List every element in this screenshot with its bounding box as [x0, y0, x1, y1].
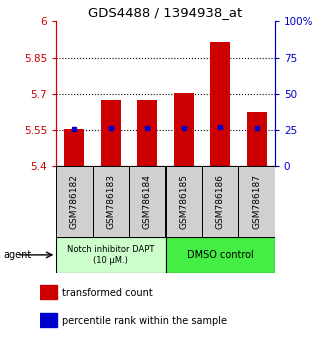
- Bar: [137, 100, 157, 166]
- Bar: [174, 93, 194, 166]
- Bar: [56, 166, 93, 237]
- Bar: [166, 166, 202, 237]
- Bar: [65, 129, 84, 166]
- Text: GSM786185: GSM786185: [179, 174, 188, 229]
- Bar: [202, 166, 238, 237]
- Bar: [238, 166, 275, 237]
- Bar: [40, 285, 57, 299]
- Bar: [93, 166, 129, 237]
- Bar: [129, 166, 166, 237]
- Bar: [101, 100, 121, 166]
- Text: transformed count: transformed count: [62, 288, 153, 298]
- Text: GSM786186: GSM786186: [215, 174, 225, 229]
- Text: Notch inhibitor DAPT
(10 μM.): Notch inhibitor DAPT (10 μM.): [67, 245, 155, 264]
- Text: percentile rank within the sample: percentile rank within the sample: [62, 316, 227, 326]
- Text: agent: agent: [3, 250, 31, 260]
- Bar: [247, 112, 266, 166]
- Bar: [210, 42, 230, 166]
- Text: DMSO control: DMSO control: [187, 250, 254, 260]
- Title: GDS4488 / 1394938_at: GDS4488 / 1394938_at: [88, 6, 243, 19]
- Text: GSM786182: GSM786182: [70, 174, 79, 229]
- Text: GSM786183: GSM786183: [106, 174, 116, 229]
- Text: GSM786184: GSM786184: [143, 174, 152, 229]
- Text: GSM786187: GSM786187: [252, 174, 261, 229]
- Bar: [40, 313, 57, 327]
- Bar: [56, 237, 166, 273]
- Bar: [166, 237, 275, 273]
